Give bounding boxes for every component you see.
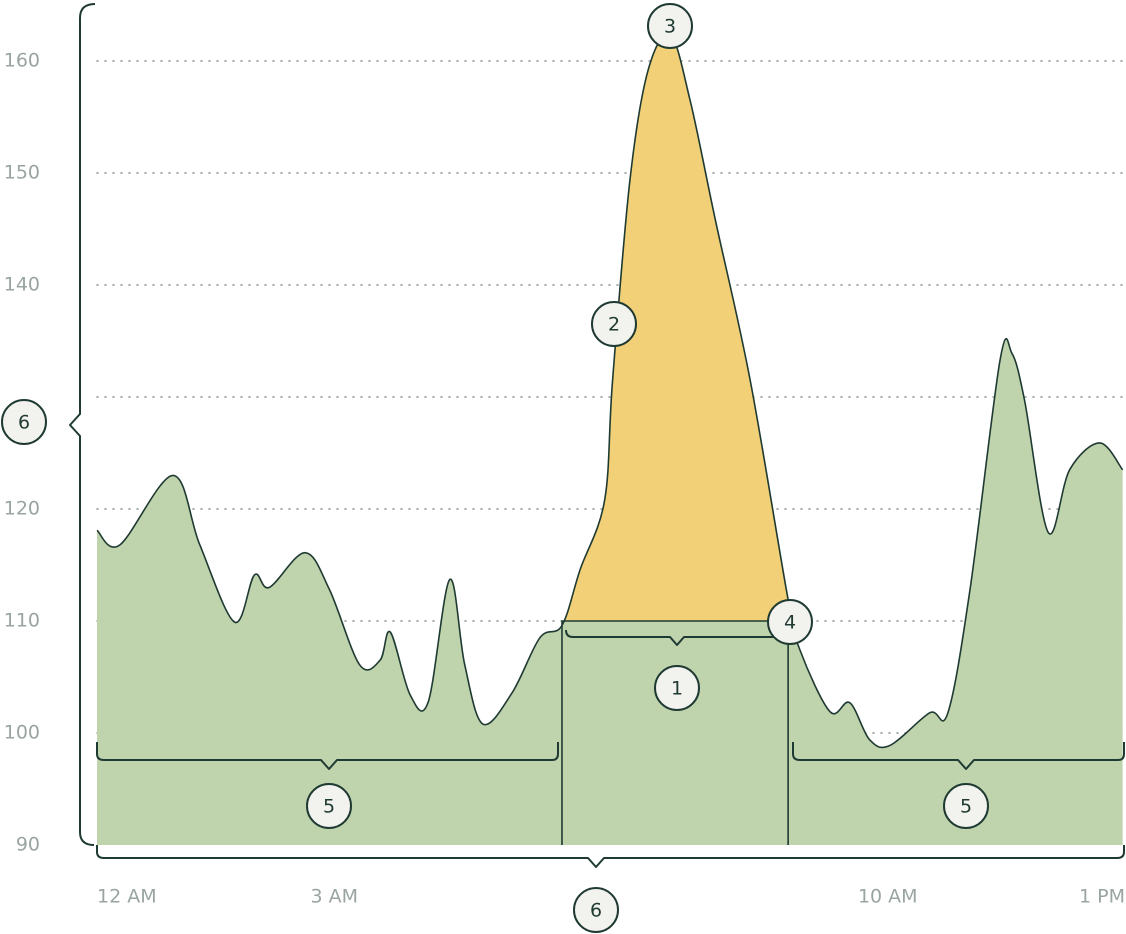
y-tick-label: 120	[4, 498, 40, 520]
annotation-label: 3	[664, 16, 676, 38]
bracket-left	[96, 742, 559, 770]
annotation-marker	[943, 783, 989, 829]
annotation-marker	[654, 665, 700, 711]
x-tick-label: 1 PM	[1079, 886, 1125, 908]
x-tick-label: 10 AM	[858, 886, 918, 908]
annotation-label: 1	[671, 678, 683, 700]
baseline-line	[561, 620, 789, 845]
annotation-label: 5	[323, 796, 335, 818]
annotation-label: 2	[608, 314, 620, 336]
bracket-y	[69, 3, 96, 846]
annotation-marker	[591, 301, 637, 347]
bracket-x	[96, 845, 1125, 868]
y-tick-label: 140	[4, 274, 40, 296]
annotation-marker	[767, 599, 813, 645]
y-tick-label: 160	[4, 50, 40, 72]
y-tick-label: 110	[4, 610, 40, 632]
annotation-label: 5	[960, 796, 972, 818]
annotation-marker	[1, 399, 47, 445]
y-tick-label: 100	[4, 722, 40, 744]
annotation-label: 6	[18, 412, 30, 434]
bracket-right	[792, 742, 1125, 770]
annotation-marker	[647, 3, 693, 49]
annotation-marker	[573, 887, 619, 933]
annotation-label: 4	[784, 612, 796, 634]
baseline-area	[561, 621, 789, 845]
x-tick-label: 3 AM	[310, 886, 358, 908]
y-tick-label: 150	[4, 162, 40, 184]
annotation-marker	[306, 783, 352, 829]
annotation-label: 6	[590, 900, 602, 922]
x-tick-label: 12 AM	[97, 886, 157, 908]
y-tick-label: 90	[16, 834, 40, 856]
brackets	[69, 3, 1125, 868]
area-line	[96, 33, 1124, 749]
